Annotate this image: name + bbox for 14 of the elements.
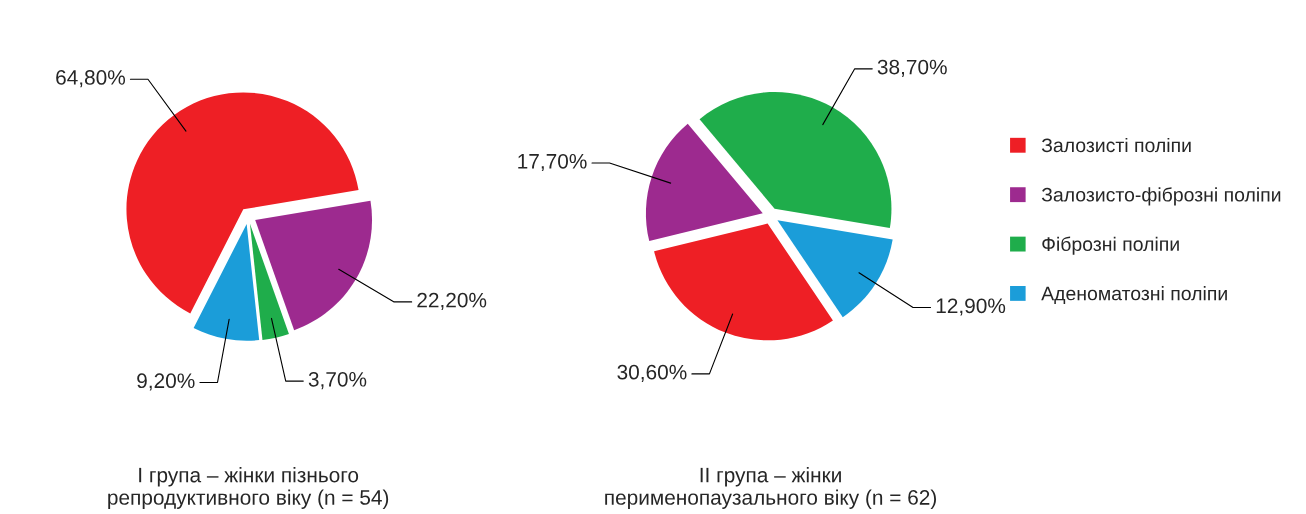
legend-label: Залозисто-фіброзні поліпи xyxy=(1041,187,1281,206)
data-label: 30,60% xyxy=(617,364,687,382)
text: II група – жінки перименопаузального віку (n = 62) xyxy=(605,467,937,509)
data-label: 17,70% xyxy=(518,153,587,172)
data-label: 12,90% xyxy=(936,298,1006,316)
data-label: 22,20% xyxy=(417,292,487,310)
legend-label: Фіброзні поліпи xyxy=(1042,236,1179,255)
text: I група – жінки пізнього репродуктивного віку (n = 54) xyxy=(108,467,389,509)
data-label: 3,70% xyxy=(308,371,367,390)
data-label: 38,70% xyxy=(877,59,947,77)
legend-label: Аденоматозні поліпи xyxy=(1041,286,1227,305)
data-label: 9,20% xyxy=(137,373,195,391)
data-label: 64,80% xyxy=(56,70,126,88)
legend-label: Залозисті поліпи xyxy=(1041,137,1191,153)
